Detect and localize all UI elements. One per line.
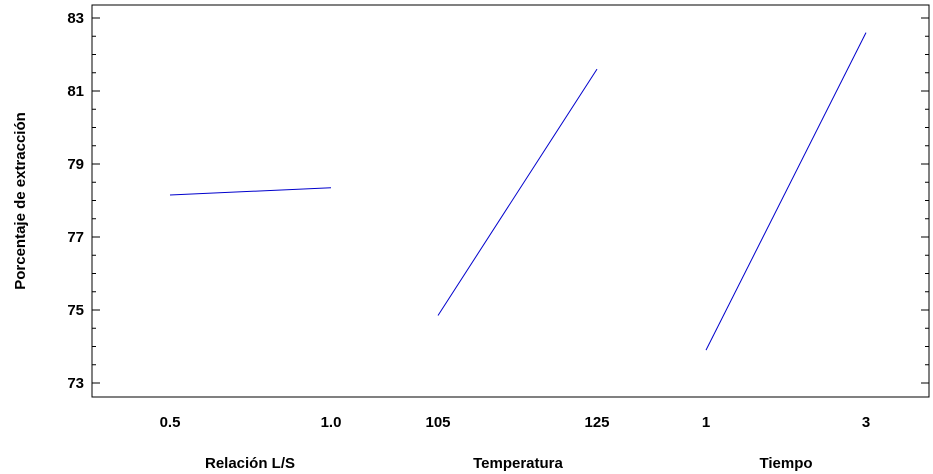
factor-label: Temperatura: [473, 455, 563, 472]
y-tick-label: 81: [67, 83, 84, 100]
series-lines: [169, 32, 867, 351]
effect-line-2: [437, 68, 598, 316]
x-tick-label: 1: [702, 414, 710, 431]
y-tick-label: 73: [67, 375, 84, 392]
y-tick-label: 83: [67, 10, 84, 27]
y-axis: 73 75 77 79 81 83: [67, 10, 929, 392]
effect-line-3: [705, 32, 867, 351]
x-tick-label: 0.5: [160, 414, 181, 431]
y-tick-label: 77: [67, 229, 84, 246]
y-tick-label: 75: [67, 302, 84, 319]
factor-label: Tiempo: [759, 455, 812, 472]
x-tick-label: 3: [862, 414, 870, 431]
y-tick-label: 79: [67, 156, 84, 173]
x-tick-label: 105: [425, 414, 450, 431]
x-tick-label: 125: [584, 414, 609, 431]
plot-frame: [91, 4, 930, 398]
y-axis-title: Porcentaje de extracción: [12, 112, 29, 290]
x-tick-label: 1.0: [321, 414, 342, 431]
x-axis: 0.5 1.0 Relación L/S 105 125 Temperatura 1 3 Tie…: [160, 414, 871, 472]
effect-line-1: [169, 187, 332, 196]
factor-label: Relación L/S: [205, 455, 295, 472]
